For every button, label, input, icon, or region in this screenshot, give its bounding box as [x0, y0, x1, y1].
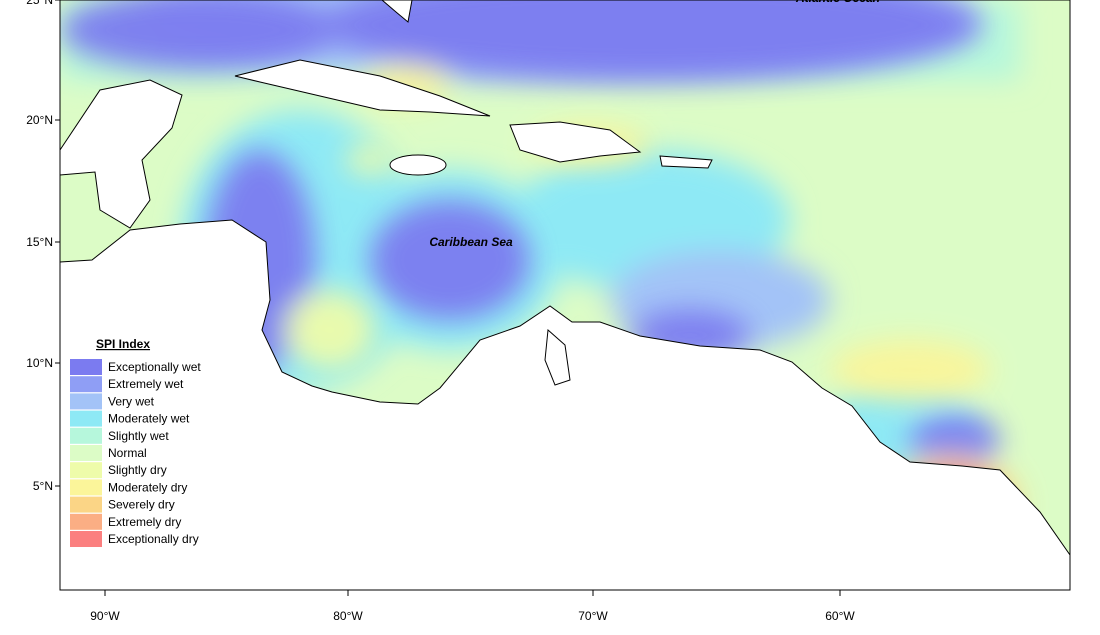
legend-swatch [70, 410, 102, 427]
legend-label: Moderately wet [108, 412, 190, 426]
legend-swatch [70, 462, 102, 479]
legend-swatch [70, 393, 102, 410]
legend-label: Severely dry [108, 498, 175, 512]
lon-label: 70°W [578, 609, 608, 623]
legend-swatch [70, 376, 102, 393]
legend-label: Extremely wet [108, 377, 184, 391]
legend-swatch [70, 496, 102, 513]
legend-label: Moderately dry [108, 480, 187, 494]
legend-swatch [70, 427, 102, 444]
legend-swatch [70, 359, 102, 375]
legend-title: SPI Index [96, 337, 150, 351]
legend-label: Normal [108, 446, 147, 460]
lat-label: 15°N [26, 235, 53, 249]
lat-label: 25°N [26, 0, 53, 7]
legend-swatch [70, 479, 102, 496]
legend-swatch [70, 513, 102, 530]
legend-label: Extremely dry [108, 515, 181, 529]
lat-label: 10°N [26, 356, 53, 370]
legend-label: Very wet [108, 394, 155, 408]
lat-label: 5°N [33, 479, 53, 493]
land [60, 0, 1070, 590]
legend-swatch [70, 445, 102, 461]
legend-swatch [70, 531, 102, 547]
legend-label: Exceptionally dry [108, 532, 199, 546]
legend-label: Exceptionally wet [108, 360, 201, 374]
legend-label: Slightly wet [108, 429, 169, 443]
ocean-label: Atlantic Ocean [795, 0, 880, 5]
lon-label: 60°W [825, 609, 855, 623]
lon-label: 80°W [333, 609, 363, 623]
lat-label: 20°N [26, 113, 53, 127]
spi-field [60, 0, 1070, 590]
ocean-label: Caribbean Sea [429, 235, 513, 249]
frame [59, 0, 1071, 591]
lon-label: 90°W [90, 609, 120, 623]
legend: SPI Index Exceptionally wet Extremely wet… [70, 337, 201, 547]
legend-label: Slightly dry [108, 463, 167, 477]
